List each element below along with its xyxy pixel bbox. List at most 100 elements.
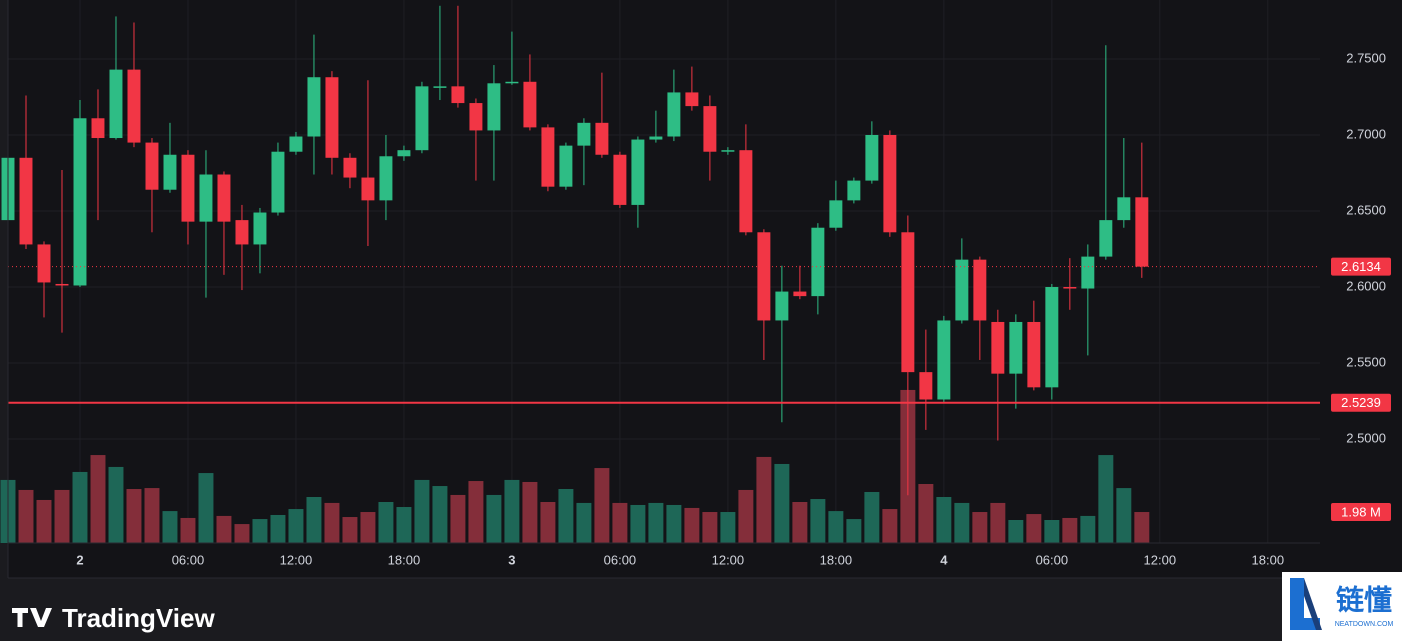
volume-bar: [810, 499, 826, 543]
x-tick-label: 18:00: [1252, 552, 1285, 567]
watermark: 链懂 NEATDOWN.COM: [1282, 572, 1402, 641]
candle-body: [883, 134, 897, 233]
volume-bar: [54, 489, 70, 543]
x-tick-label: 18:00: [388, 552, 421, 567]
volume-bar: [342, 517, 358, 543]
volume-bar: [234, 524, 250, 543]
chart-area: [8, 0, 1402, 578]
volume-bar: [180, 517, 196, 543]
logo-text: TradingView: [62, 603, 215, 633]
volume-bar: [648, 502, 664, 543]
y-tick-label: 2.5500: [1346, 354, 1386, 369]
candle-body: [163, 154, 177, 190]
candle-body: [991, 321, 1005, 374]
candle-body: [109, 69, 123, 139]
candle-body: [775, 291, 789, 321]
volume-bar: [540, 502, 556, 543]
volume-bar: [1116, 488, 1132, 543]
candle-body: [1099, 220, 1113, 257]
volume-bar: [954, 502, 970, 543]
candle-body: [577, 122, 591, 146]
candle-body: [703, 106, 717, 152]
volume-bar: [504, 479, 520, 543]
volume-bar: [1080, 515, 1096, 543]
volume-bar: [450, 494, 466, 543]
watermark-icon: [1290, 578, 1320, 630]
volume-bar: [486, 494, 502, 543]
candle-body: [217, 174, 231, 222]
volume-bar: [846, 519, 862, 543]
volume-bar: [126, 489, 142, 543]
watermark-icon-shade: [1304, 578, 1322, 630]
candle-body: [145, 142, 159, 190]
volume-bar: [360, 512, 376, 543]
x-tick-label: 18:00: [820, 552, 853, 567]
volume-bar: [882, 509, 898, 543]
volume-bar: [576, 502, 592, 543]
candle-body: [613, 154, 627, 205]
y-tick-label: 2.7000: [1346, 126, 1386, 141]
candle-body: [1117, 197, 1131, 221]
volume-bar: [1026, 514, 1042, 543]
candle-body: [955, 259, 969, 321]
candle-body: [1063, 287, 1077, 289]
volume-bar: [468, 481, 484, 543]
candle-body: [181, 154, 195, 222]
volume-bar: [612, 502, 628, 543]
volume-bar: [378, 502, 394, 543]
y-tick-label: 2.6500: [1346, 202, 1386, 217]
candle-body: [379, 156, 393, 201]
y-tick-label: 2.7500: [1346, 50, 1386, 65]
volume-bar: [828, 511, 844, 543]
volume-bar: [972, 512, 988, 543]
candle-body: [847, 180, 861, 201]
candle-body: [271, 151, 285, 213]
candle-body: [37, 244, 51, 283]
watermark-sub: NEATDOWN.COM: [1335, 621, 1394, 628]
candle-body: [595, 122, 609, 155]
candle-body: [451, 86, 465, 104]
volume-bar: [162, 511, 178, 543]
candle-body: [739, 150, 753, 233]
volume-bar: [990, 502, 1006, 543]
logo: TradingView: [12, 603, 215, 633]
candle-body: [721, 150, 735, 152]
volume-bar: [90, 455, 106, 543]
volume-bar: [792, 502, 808, 543]
candle-body: [289, 136, 303, 152]
candle-body: [919, 372, 933, 400]
y-tick-label: 2.5000: [1346, 430, 1386, 445]
candle-body: [865, 134, 879, 181]
candle-body: [757, 232, 771, 321]
candle-body: [487, 83, 501, 131]
volume-bar: [918, 484, 934, 543]
candle-body: [811, 227, 825, 297]
x-tick-label: 12:00: [280, 552, 313, 567]
volume-bar: [936, 496, 952, 543]
candle-body: [361, 177, 375, 201]
volume-bar: [1008, 519, 1024, 543]
volume-bar: [198, 473, 214, 543]
x-tick-label: 06:00: [1036, 552, 1069, 567]
volume-bar: [720, 512, 736, 543]
candle-body: [559, 145, 573, 187]
volume-bar: [396, 507, 412, 543]
logo-icon: [12, 608, 52, 627]
candle-body: [91, 118, 105, 139]
last-volume-label: 1.98 M: [1341, 504, 1381, 519]
candle-body: [1045, 287, 1059, 388]
x-tick-label: 12:00: [712, 552, 745, 567]
volume-bar: [522, 481, 538, 543]
volume-bar: [594, 468, 610, 543]
volume-bar: [774, 463, 790, 543]
volume-bar: [864, 491, 880, 543]
candle-body: [685, 92, 699, 107]
candle-body: [1009, 321, 1023, 374]
candle-body: [649, 136, 663, 140]
candle-body: [433, 86, 447, 88]
volume-bar: [252, 519, 268, 543]
candle-body: [415, 86, 429, 151]
x-tick-label: 06:00: [604, 552, 637, 567]
y-tick-label: 2.6000: [1346, 278, 1386, 293]
price-line-label: 2.5239: [1341, 395, 1381, 410]
